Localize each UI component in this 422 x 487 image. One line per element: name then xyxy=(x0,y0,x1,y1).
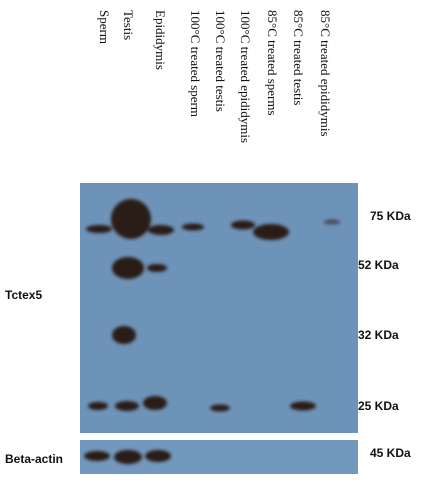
marker-label: 52 KDa xyxy=(358,258,399,272)
band xyxy=(86,225,112,233)
band xyxy=(210,404,230,412)
row-label: Tctex5 xyxy=(5,288,42,302)
band xyxy=(231,220,255,230)
marker-label: 75 KDa xyxy=(370,209,411,223)
bands xyxy=(84,199,340,464)
lane-label: Testis xyxy=(121,10,136,40)
band xyxy=(290,401,316,411)
band xyxy=(114,450,142,464)
band xyxy=(324,219,340,225)
lane-label: 85°C treated epididymis xyxy=(318,10,333,137)
marker-label: 25 KDa xyxy=(358,399,399,413)
band xyxy=(84,451,110,461)
row-label: Beta-actin xyxy=(5,452,63,466)
band xyxy=(145,450,171,462)
lane-label: Epididymis xyxy=(153,10,168,70)
band xyxy=(182,223,204,231)
lane-label: Sperm xyxy=(97,10,112,44)
band xyxy=(148,225,174,235)
band xyxy=(112,257,144,279)
band xyxy=(111,199,151,239)
marker-label: 45 KDa xyxy=(370,446,411,460)
lane-label: 100°C treated testis xyxy=(213,10,228,112)
band xyxy=(143,396,167,410)
band xyxy=(253,224,289,240)
lane-label: 100°C treated epididymis xyxy=(238,10,253,143)
lane-label: 85°C treated testis xyxy=(291,10,306,105)
lane-label: 85°C treated sperms xyxy=(265,10,280,116)
band xyxy=(115,401,139,411)
band xyxy=(147,264,167,272)
lane-labels: Sperm Testis Epididymis 100°C treated sp… xyxy=(97,10,333,143)
marker-label: 32 KDa xyxy=(358,328,399,342)
band xyxy=(112,326,136,344)
lane-label: 100°C treated sperm xyxy=(188,10,203,117)
band xyxy=(88,402,108,410)
